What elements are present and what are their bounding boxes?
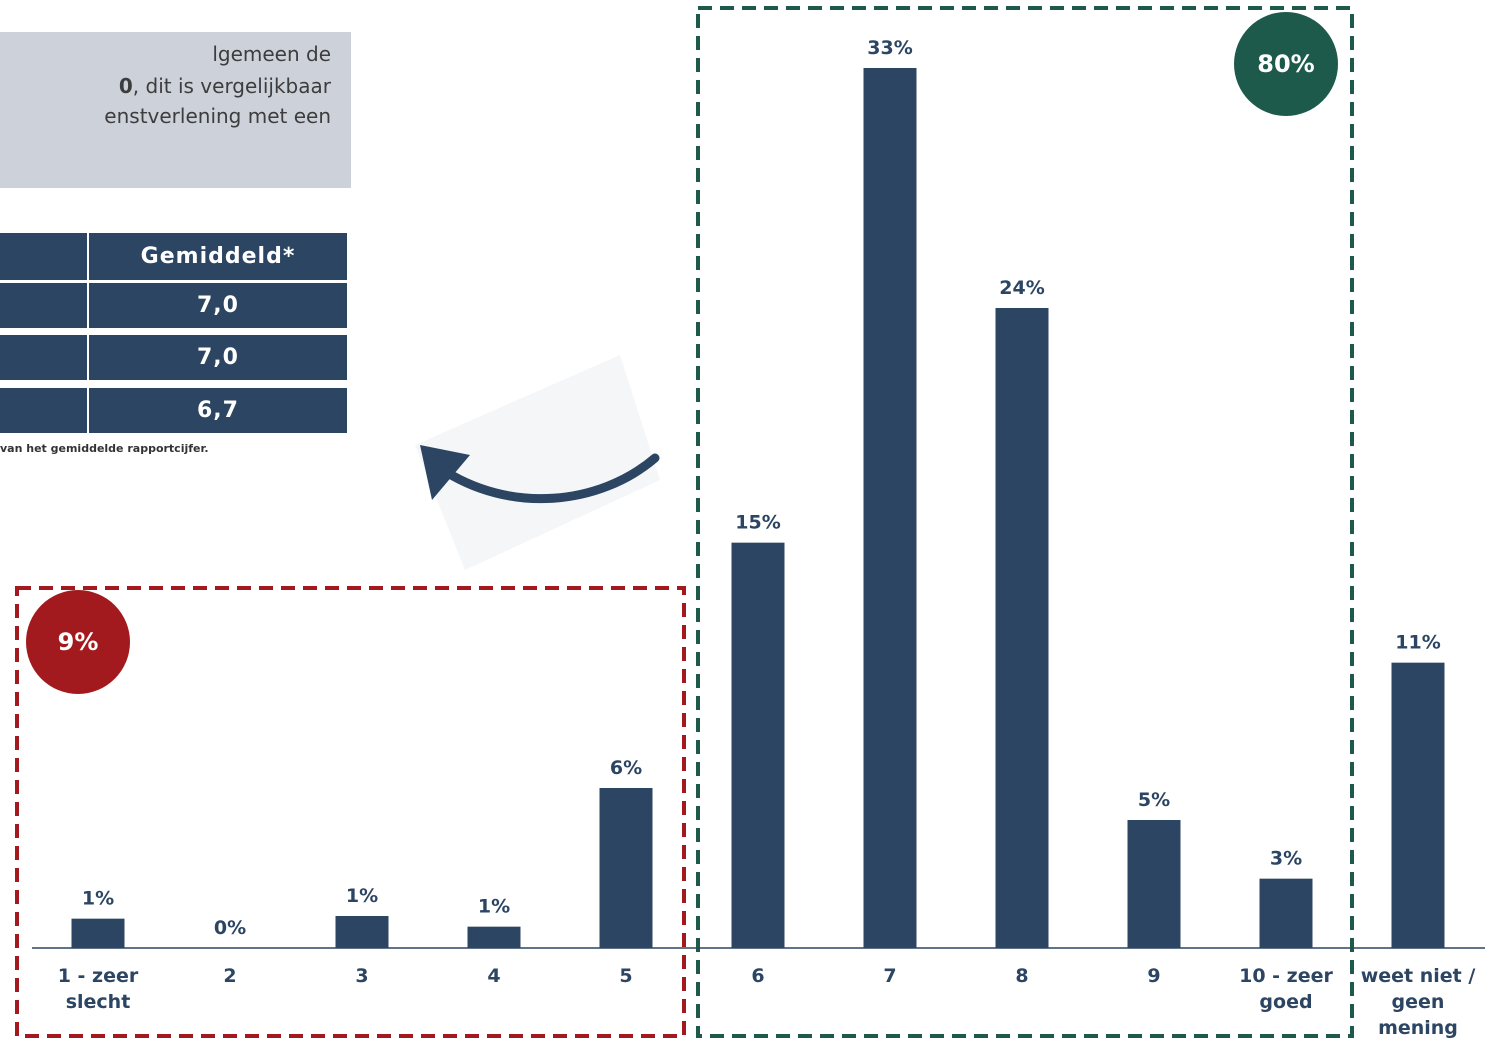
group-label: 80% — [1257, 50, 1314, 78]
group-badge — [1234, 12, 1338, 116]
note-bold: 0 — [118, 74, 133, 98]
table-header: Gemiddeld* — [0, 233, 347, 280]
arrow — [415, 355, 660, 570]
note-line: enstverlening met een — [104, 104, 331, 128]
data-label: 3% — [1270, 848, 1302, 870]
cell: 7,0 — [197, 293, 239, 318]
cell: 7,0 — [197, 345, 239, 370]
data-label: 1% — [478, 896, 510, 918]
data-label: 33% — [867, 37, 912, 59]
x-tick-label: 7 — [883, 965, 897, 987]
data-label: 0% — [214, 917, 246, 939]
data-label: 11% — [1395, 632, 1440, 654]
bar — [995, 308, 1049, 948]
group-box — [15, 586, 686, 1038]
header-cell: Gemiddeld* — [140, 244, 296, 269]
x-tick-label: 4 — [487, 965, 501, 987]
bar — [731, 542, 785, 948]
data-label: 15% — [735, 512, 780, 534]
x-tick-label: weet niet / geen mening — [1360, 965, 1476, 1039]
bar — [71, 918, 125, 948]
data-label: 1% — [82, 888, 114, 910]
x-tick-label: 3 — [355, 965, 369, 987]
bar — [467, 926, 521, 948]
table-row: 7,0 — [0, 283, 347, 328]
data-label: 1% — [346, 885, 378, 907]
bar — [335, 916, 389, 948]
footnote: van het gemiddelde rapportcijfer. — [0, 442, 209, 455]
note-line: lgemeen de — [212, 42, 331, 66]
data-label: 24% — [999, 277, 1044, 299]
x-tick-label: 2 — [223, 965, 237, 987]
group-badge — [26, 590, 130, 694]
bar — [1259, 878, 1313, 948]
x-tick-label: 6 — [751, 965, 765, 987]
cell: 6,7 — [197, 398, 239, 423]
x-tick-label: 1 - zeer slecht — [57, 965, 139, 1013]
bar — [1127, 820, 1181, 948]
note-text: , dit is vergelijkbaar — [132, 74, 331, 98]
data-label: 5% — [1138, 789, 1170, 811]
bar — [863, 68, 917, 948]
bar — [599, 788, 653, 948]
x-tick-label: 9 — [1147, 965, 1161, 987]
table-row: 6,7 — [0, 388, 347, 433]
note-box: lgemeen de 0, dit is vergelijkbaar enstv… — [0, 32, 351, 188]
x-tick-label: 8 — [1015, 965, 1029, 987]
bar — [1391, 662, 1445, 948]
group-box — [696, 6, 1354, 1038]
x-tick-label: 5 — [619, 965, 633, 987]
table-row: 7,0 — [0, 335, 347, 380]
data-label: 6% — [610, 757, 642, 779]
x-tick-label: 10 - zeer goed — [1239, 965, 1333, 1013]
note-line: 0, dit is vergelijkbaar — [119, 72, 331, 100]
group-label: 9% — [58, 628, 99, 656]
